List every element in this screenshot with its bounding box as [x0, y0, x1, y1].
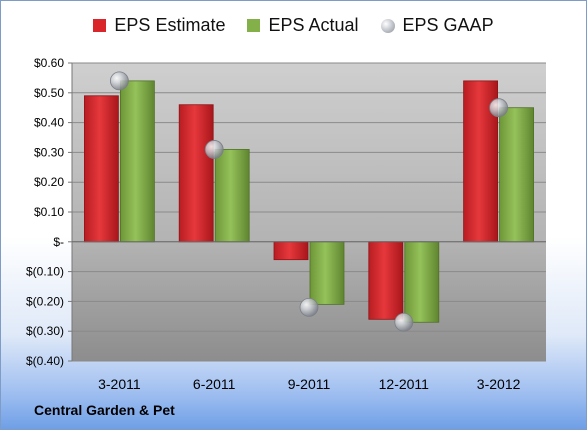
legend-label-gaap: EPS GAAP — [402, 15, 494, 35]
bar-eps-estimate — [273, 241, 309, 261]
x-tick-label: 9-2011 — [288, 376, 331, 392]
legend-item-actual: EPS Actual — [247, 15, 359, 36]
bar-eps-estimate — [368, 241, 404, 320]
y-tick-label: $0.60 — [34, 56, 64, 70]
bar-eps-actual — [214, 149, 250, 243]
bar-eps-actual — [404, 241, 440, 323]
y-tick-label: $(0.10) — [26, 265, 64, 279]
bar-eps-actual — [120, 80, 155, 243]
y-tick-label: $- — [53, 235, 64, 249]
legend-label-estimate: EPS Estimate — [114, 15, 226, 35]
legend-label-actual: EPS Actual — [268, 15, 359, 35]
x-tick-label: 3-2011 — [98, 376, 141, 392]
legend-swatch-estimate — [93, 19, 107, 32]
company-name: Central Garden & Pet — [34, 402, 175, 418]
x-tick-label: 6-2011 — [193, 376, 236, 392]
y-tick-label: $(0.30) — [26, 324, 64, 338]
marker-eps-gaap — [299, 297, 319, 317]
bar-eps-estimate — [84, 95, 119, 243]
y-tick-label: $0.10 — [34, 205, 64, 219]
y-tick-label: $0.50 — [34, 86, 64, 100]
y-tick-label: $0.40 — [34, 116, 64, 130]
bar-eps-estimate — [178, 104, 214, 243]
marker-eps-gaap — [394, 312, 414, 332]
legend-swatch-actual — [247, 19, 261, 32]
marker-eps-gaap — [110, 71, 129, 91]
x-tick-label: 3-2012 — [477, 376, 521, 392]
bar-eps-actual — [499, 107, 535, 243]
y-tick-label: $0.30 — [34, 145, 64, 159]
y-tick-label: $(0.40) — [26, 354, 64, 368]
marker-eps-gaap — [489, 98, 509, 118]
legend-swatch-gaap — [380, 18, 395, 33]
y-tick-label: $(0.20) — [26, 294, 64, 308]
x-tick-label: 12-2011 — [379, 376, 430, 392]
marker-eps-gaap — [204, 140, 224, 159]
legend: EPS Estimate EPS Actual EPS GAAP — [1, 15, 586, 36]
legend-item-gaap: EPS GAAP — [380, 15, 494, 36]
legend-item-estimate: EPS Estimate — [93, 15, 225, 36]
y-tick-label: $0.20 — [34, 175, 64, 189]
bar-eps-actual — [309, 241, 345, 305]
